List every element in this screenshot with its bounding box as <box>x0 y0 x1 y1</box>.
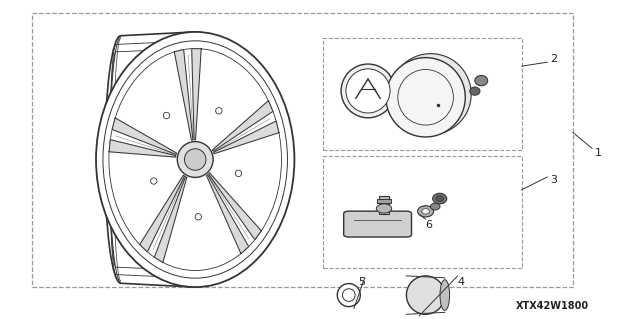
Polygon shape <box>212 101 273 151</box>
Bar <box>380 196 389 214</box>
Ellipse shape <box>195 214 202 220</box>
Ellipse shape <box>342 289 355 301</box>
Polygon shape <box>192 48 201 140</box>
Ellipse shape <box>422 209 429 214</box>
Ellipse shape <box>216 108 222 114</box>
Polygon shape <box>140 175 184 252</box>
Polygon shape <box>174 49 193 140</box>
Ellipse shape <box>406 276 445 314</box>
Polygon shape <box>154 177 187 263</box>
Text: XTX42W1800: XTX42W1800 <box>516 301 589 311</box>
Ellipse shape <box>163 112 170 119</box>
Polygon shape <box>109 140 176 157</box>
Text: 4: 4 <box>457 277 465 287</box>
Ellipse shape <box>150 178 157 184</box>
Ellipse shape <box>341 64 395 118</box>
Ellipse shape <box>431 203 440 210</box>
Ellipse shape <box>470 87 480 95</box>
Ellipse shape <box>184 149 206 170</box>
Ellipse shape <box>96 32 294 287</box>
Ellipse shape <box>433 193 447 204</box>
Polygon shape <box>207 175 249 254</box>
Ellipse shape <box>440 280 450 310</box>
Polygon shape <box>214 121 279 154</box>
Ellipse shape <box>386 58 465 137</box>
Ellipse shape <box>236 170 242 177</box>
Polygon shape <box>112 118 177 154</box>
Text: 6: 6 <box>426 220 432 230</box>
Ellipse shape <box>376 204 392 213</box>
Ellipse shape <box>436 196 444 202</box>
Ellipse shape <box>346 69 390 113</box>
Ellipse shape <box>337 284 360 307</box>
Text: 5: 5 <box>358 277 365 287</box>
Text: 2: 2 <box>550 54 557 64</box>
Bar <box>32 13 573 287</box>
Bar <box>378 199 391 203</box>
Text: 3: 3 <box>550 175 557 185</box>
FancyBboxPatch shape <box>344 211 412 237</box>
Ellipse shape <box>177 142 213 177</box>
Polygon shape <box>209 173 261 240</box>
Bar <box>323 156 522 268</box>
Ellipse shape <box>475 76 488 86</box>
Ellipse shape <box>418 206 434 217</box>
Text: 1: 1 <box>595 148 602 158</box>
Bar <box>323 38 522 150</box>
Ellipse shape <box>390 54 471 135</box>
